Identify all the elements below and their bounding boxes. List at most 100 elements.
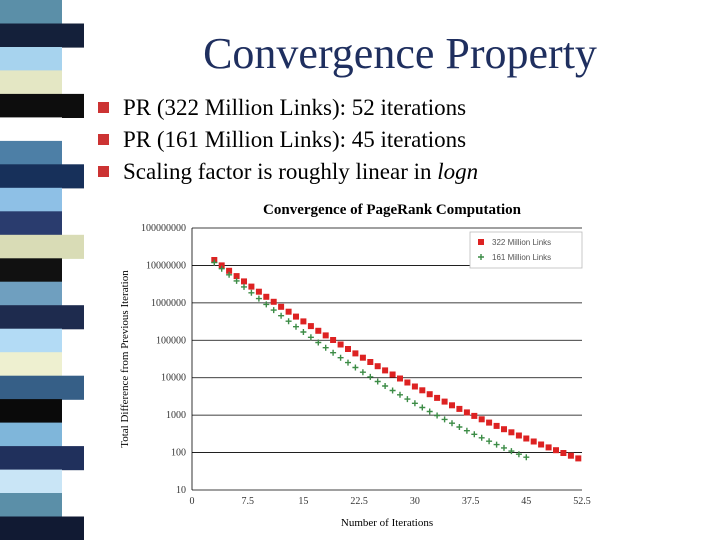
series-161-point bbox=[278, 312, 285, 319]
strip-block bbox=[0, 446, 84, 471]
series-322-point bbox=[530, 438, 537, 445]
series-161-point bbox=[367, 373, 374, 380]
series-161-point bbox=[293, 323, 299, 330]
series-161-point bbox=[307, 334, 314, 341]
series-161-point bbox=[426, 408, 433, 415]
series-161-point bbox=[352, 364, 359, 371]
strip-block bbox=[0, 23, 84, 48]
strip-block bbox=[0, 328, 62, 353]
series-322-point bbox=[411, 383, 418, 390]
series-322-point bbox=[493, 422, 500, 429]
series-322-point bbox=[307, 323, 314, 330]
series-161-point bbox=[523, 454, 530, 461]
strip-block bbox=[0, 258, 62, 283]
series-161-point bbox=[345, 359, 351, 366]
bullet-square-icon bbox=[98, 134, 109, 146]
series-322-point bbox=[285, 308, 292, 315]
series-161-point bbox=[486, 438, 493, 445]
series-161-point bbox=[322, 344, 329, 351]
series-161-point bbox=[419, 404, 426, 411]
series-322-point bbox=[456, 405, 463, 412]
legend-label-161: 161 Million Links bbox=[492, 253, 551, 262]
series-161-point bbox=[359, 369, 366, 376]
slide-title: Convergence Property bbox=[203, 29, 597, 78]
series-322-point bbox=[345, 346, 351, 352]
series-322-point bbox=[359, 354, 366, 361]
series-322-point bbox=[434, 394, 441, 401]
series-322-point bbox=[226, 267, 233, 274]
series-322-point bbox=[330, 337, 337, 343]
strip-block bbox=[0, 187, 62, 212]
x-tick-label: 15 bbox=[298, 496, 308, 507]
strip-block bbox=[0, 93, 84, 118]
series-322-point bbox=[382, 367, 389, 374]
series-161-point bbox=[337, 354, 344, 361]
y-tick-label: 100000 bbox=[156, 335, 186, 346]
series-322-point bbox=[322, 332, 329, 339]
strip-block bbox=[0, 352, 62, 377]
series-161-point bbox=[233, 277, 240, 284]
series-322-point bbox=[515, 432, 522, 439]
decorative-side-strip bbox=[0, 0, 84, 540]
series-161-point bbox=[241, 283, 247, 290]
series-322-point bbox=[471, 412, 478, 419]
y-tick-label: 100 bbox=[171, 448, 186, 459]
series-322-point bbox=[389, 371, 396, 378]
strip-block bbox=[0, 117, 62, 142]
series-161-point bbox=[493, 441, 500, 448]
strip-block bbox=[0, 375, 84, 400]
series-161-point bbox=[456, 424, 463, 430]
series-161-point bbox=[300, 329, 307, 335]
series-161-point bbox=[508, 448, 515, 455]
series-322-point bbox=[419, 387, 426, 394]
series-322-point bbox=[463, 409, 470, 416]
series-322-point bbox=[374, 363, 381, 370]
series-322-point bbox=[218, 262, 225, 269]
series-322-point bbox=[352, 350, 359, 357]
series-322-point bbox=[233, 273, 240, 280]
strip-block bbox=[0, 422, 62, 447]
convergence-chart: Convergence of PageRank Computation10000… bbox=[119, 202, 591, 529]
x-axis-label: Number of Iterations bbox=[341, 517, 433, 529]
series-322-point bbox=[567, 452, 574, 459]
bullet-square-icon bbox=[98, 166, 109, 178]
chart-title: Convergence of PageRank Computation bbox=[263, 202, 522, 218]
bullet-text: Scaling factor is roughly linear in bbox=[123, 159, 438, 184]
series-161-point bbox=[478, 434, 485, 441]
strip-block bbox=[0, 281, 62, 306]
series-322-point bbox=[241, 278, 247, 285]
bullet-item-1: PR (322 Million Links): 52 iterations bbox=[98, 92, 478, 124]
series-322-point bbox=[367, 359, 374, 365]
x-tick-label: 0 bbox=[190, 496, 195, 507]
series-322-point bbox=[486, 419, 493, 426]
series-322-point bbox=[300, 318, 307, 325]
bullet-text: PR (322 Million Links): 52 iterations bbox=[123, 95, 467, 120]
series-161-point bbox=[218, 265, 225, 272]
strip-block bbox=[0, 0, 62, 25]
series-322-point bbox=[426, 391, 433, 398]
series-322-point bbox=[501, 426, 507, 433]
y-tick-label: 100000000 bbox=[141, 223, 186, 234]
bullet-item-3: Scaling factor is roughly linear in logn bbox=[98, 156, 478, 188]
series-322-point bbox=[560, 450, 567, 456]
series-161-point bbox=[211, 259, 218, 266]
series-322-point bbox=[538, 441, 545, 448]
series-161-point bbox=[434, 412, 441, 419]
strip-block bbox=[0, 140, 62, 165]
x-tick-label: 45 bbox=[521, 496, 531, 507]
series-161-point bbox=[397, 391, 403, 398]
series-322-point bbox=[441, 398, 448, 405]
series-161-point bbox=[449, 420, 455, 427]
strip-block bbox=[0, 469, 62, 494]
series-161-point bbox=[501, 444, 507, 451]
series-161-point bbox=[330, 349, 337, 356]
y-tick-label: 1000 bbox=[166, 410, 186, 421]
series-322-point bbox=[553, 447, 559, 454]
series-161-point bbox=[226, 271, 233, 278]
strip-block bbox=[0, 234, 84, 259]
series-322-point bbox=[278, 303, 285, 310]
series-322-point bbox=[449, 402, 455, 409]
x-tick-label: 7.5 bbox=[241, 496, 254, 507]
y-tick-label: 10000 bbox=[161, 373, 186, 384]
series-322-point bbox=[397, 375, 403, 382]
